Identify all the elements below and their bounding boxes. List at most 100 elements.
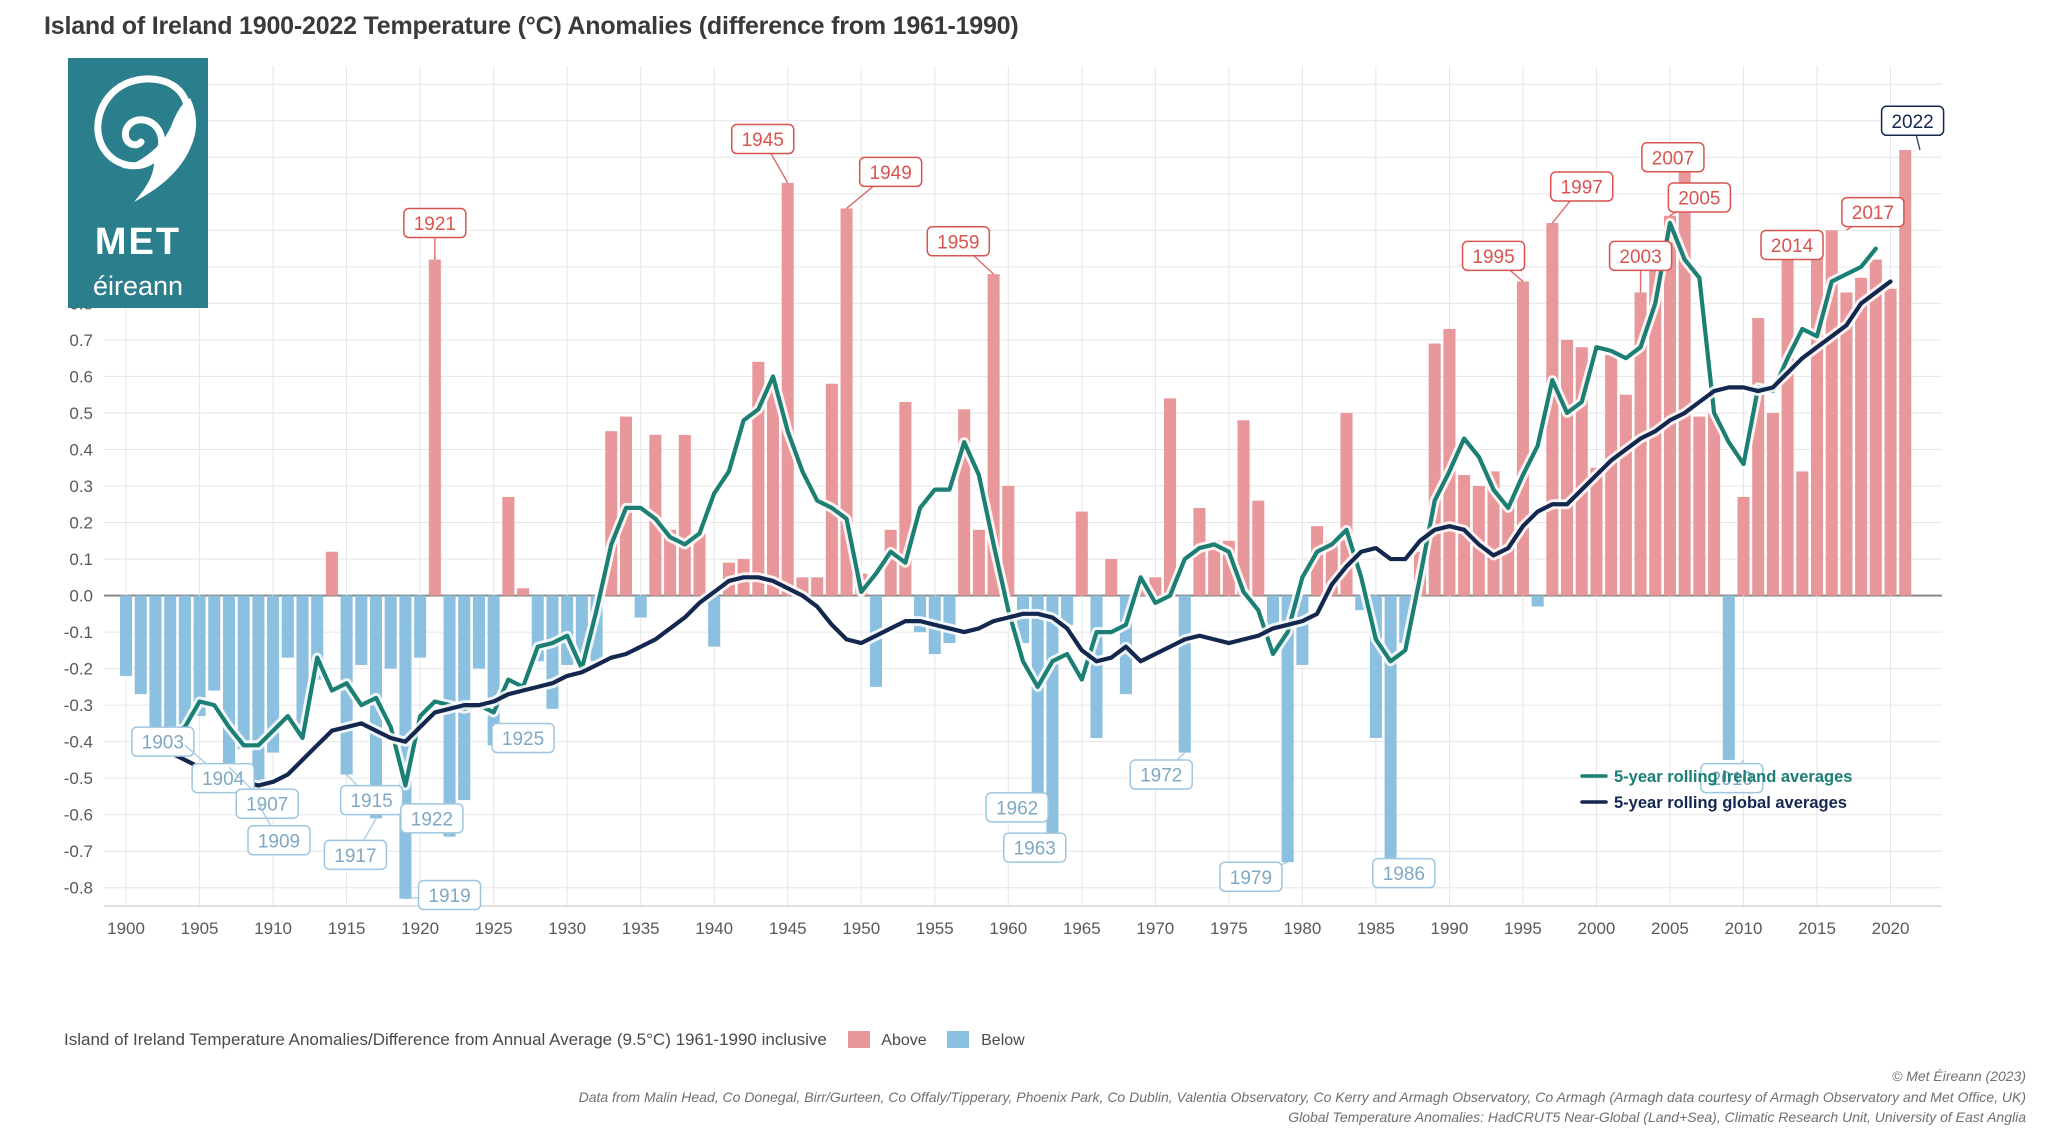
bar-2010 <box>1737 496 1750 596</box>
bar-1965 <box>1075 511 1088 596</box>
x-axis-tick-label: 1965 <box>1063 919 1101 938</box>
annotation-box <box>730 123 795 155</box>
page-title: Island of Ireland 1900-2022 Temperature … <box>44 12 1019 40</box>
annotation-year-label: 2010 <box>1711 769 1753 790</box>
logo-met-text: MET <box>94 221 182 263</box>
bar-2013 <box>1781 252 1794 596</box>
y-axis-tick-label: 0.7 <box>69 331 93 350</box>
annotation-box <box>1129 759 1193 790</box>
annotation-2017: 2017 <box>1841 196 1905 231</box>
bar-1900 <box>120 595 133 676</box>
annotation-box <box>491 722 555 754</box>
bar-1995 <box>1516 281 1529 596</box>
annotation-box <box>985 792 1049 823</box>
annotation-box <box>1219 861 1283 893</box>
annotation-year-label: 1959 <box>937 232 979 253</box>
legend-label-above: Above <box>881 1032 927 1049</box>
bar-1967 <box>1105 559 1118 596</box>
legend-label-below: Below <box>981 1032 1025 1049</box>
annotation-year-label: 1995 <box>1472 247 1514 268</box>
annotation-1921: 1921 <box>403 207 467 260</box>
bar-2005 <box>1663 215 1677 596</box>
bar-1909 <box>252 595 265 804</box>
bar-1972 <box>1178 595 1191 753</box>
bar-1924 <box>472 595 485 669</box>
bar-1976 <box>1237 420 1250 596</box>
bar-1971 <box>1164 398 1177 596</box>
bar-2007 <box>1693 416 1706 596</box>
x-axis-tick-label: 1995 <box>1504 919 1542 938</box>
annotation-year-label: 1997 <box>1561 178 1603 199</box>
annotation-1986: 1986 <box>1372 857 1436 889</box>
bar-1998 <box>1561 339 1574 596</box>
annotation-box <box>1667 182 1732 213</box>
annotation-1917: 1917 <box>323 818 388 871</box>
annotation-year-label: 2017 <box>1852 203 1894 224</box>
bar-1977 <box>1252 500 1265 596</box>
bar-1920 <box>414 595 427 658</box>
x-axis-tick-label: 2010 <box>1725 919 1763 938</box>
bar-2021 <box>1899 150 1912 596</box>
bar-1906 <box>208 595 221 691</box>
y-axis-tick-label: -0.6 <box>64 806 93 825</box>
bar-1921 <box>428 259 441 596</box>
bar-1905 <box>193 595 206 717</box>
x-axis-tick-label: 1915 <box>328 919 366 938</box>
x-axis-tick-label: 1970 <box>1136 919 1174 938</box>
bar-1922 <box>443 595 456 837</box>
y-axis-tick-label: -0.3 <box>64 696 93 715</box>
x-axis-tick-label: 1990 <box>1431 919 1469 938</box>
bar-1907 <box>222 595 236 768</box>
annotation-box <box>247 825 311 856</box>
annotation-year-label: 1917 <box>334 846 376 867</box>
logo-eireann-text: éireann <box>92 271 184 301</box>
bar-1952 <box>884 529 897 596</box>
bar-1961 <box>1016 595 1030 644</box>
annotation-2007: 2007 <box>1641 142 1705 173</box>
bar-1956 <box>943 595 956 644</box>
annotation-box <box>926 226 991 257</box>
bar-1916 <box>355 595 368 665</box>
annotation-year-label: 1922 <box>411 809 453 830</box>
bar-1929 <box>546 595 559 709</box>
bar-1903 <box>164 595 177 746</box>
annotation-year-label: 2022 <box>1891 112 1933 133</box>
legend-line-label: 5-year rolling Ireland averages <box>1614 768 1852 786</box>
annotation-year-label: 2014 <box>1771 236 1814 257</box>
bar-1989 <box>1428 343 1441 596</box>
x-axis-tick-label: 1945 <box>769 919 807 938</box>
annotation-box <box>1641 142 1705 173</box>
x-axis-tick-label: 1975 <box>1210 919 1248 938</box>
annotation-box <box>339 784 404 816</box>
annotation-box <box>131 726 195 757</box>
annotation-1972: 1972 <box>1129 752 1193 790</box>
footer-global-source: Global Temperature Anomalies: HadCRUT5 N… <box>1288 1109 2026 1125</box>
annotation-year-label: 1963 <box>1014 839 1056 860</box>
x-axis-tick-label: 2015 <box>1798 919 1836 938</box>
legend-swatch-below <box>947 1031 970 1048</box>
x-axis-tick-label: 1980 <box>1283 919 1321 938</box>
bar-1938 <box>678 434 691 596</box>
x-axis-tick-label: 1920 <box>401 919 439 938</box>
annotation-2010: 2010 <box>1699 759 1764 794</box>
y-axis-tick-label: 0.1 <box>69 550 93 569</box>
y-axis-tick-label: 0.3 <box>69 477 93 496</box>
bar-1964 <box>1061 595 1074 625</box>
annotation-year-label: 1972 <box>1140 766 1182 787</box>
y-axis-tick-label: 0.5 <box>69 404 93 423</box>
y-axis-tick-label: -0.2 <box>64 660 93 679</box>
annotation-box <box>1608 240 1673 272</box>
bar-1940 <box>708 595 721 647</box>
annotation-2014: 2014 <box>1760 229 1824 261</box>
chart-plot-area: -0.8 -0.7 -0.6 -0.5 -0.4 -0.3 -0.2 -0.1 0.0 0.1 0.… <box>52 56 1956 978</box>
annotation-year-label: 1979 <box>1230 868 1272 889</box>
bar-1979 <box>1281 595 1294 863</box>
bar-2006 <box>1678 153 1691 596</box>
annotation-1949: 1949 <box>846 156 923 209</box>
x-axis-tick-label: 1925 <box>475 919 513 938</box>
annotation-year-label: 1949 <box>870 163 912 184</box>
annotation-2005: 2005 <box>1667 182 1732 217</box>
annotation-year-label: 1904 <box>202 769 245 790</box>
annotation-1995: 1995 <box>1461 240 1526 283</box>
x-axis-tick-label: 2020 <box>1872 919 1910 938</box>
